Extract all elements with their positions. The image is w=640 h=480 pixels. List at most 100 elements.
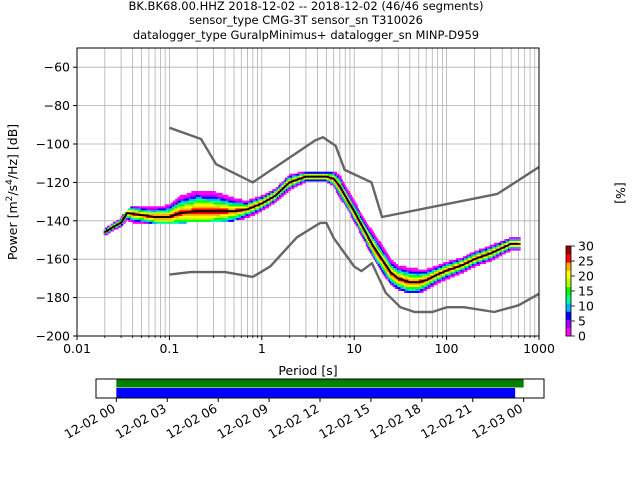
density-cell xyxy=(268,204,272,207)
mean-line xyxy=(104,175,519,284)
density-cell xyxy=(388,258,392,261)
density-cell xyxy=(252,214,256,217)
density-cell xyxy=(231,196,235,199)
colorbar-tick-label: 15 xyxy=(578,284,594,299)
colorbar-tick-label: 0 xyxy=(578,329,586,344)
density-cell xyxy=(492,258,496,261)
y-tick-label: −100 xyxy=(36,137,70,152)
colorbar-tick-label: 30 xyxy=(578,239,594,254)
density-cell xyxy=(363,219,366,222)
density-cell xyxy=(295,185,298,188)
density-cell xyxy=(395,263,399,266)
y-axis-label: Power [m2/s4/Hz] [dB] xyxy=(5,124,20,260)
density-cell xyxy=(435,283,438,286)
density-cell xyxy=(247,215,251,218)
density-cell xyxy=(336,173,340,176)
density-cell xyxy=(496,256,499,259)
density-cell xyxy=(256,212,259,215)
density-cell xyxy=(220,192,223,195)
density-cell xyxy=(283,192,287,195)
density-cell xyxy=(483,262,487,265)
density-cell xyxy=(286,191,289,193)
density-cell xyxy=(443,279,446,282)
density-cell xyxy=(123,221,126,224)
density-cell xyxy=(428,287,431,289)
density-cell xyxy=(421,290,424,293)
colorbar-tick-label: 10 xyxy=(578,299,594,314)
density-cell xyxy=(518,240,521,243)
density-cell xyxy=(124,219,127,222)
density-cell xyxy=(361,215,364,218)
density-cell xyxy=(503,252,506,255)
density-cell xyxy=(370,229,373,232)
density-cell xyxy=(380,244,384,247)
density-cell xyxy=(473,265,476,268)
colorbar-tick-label: 25 xyxy=(578,254,594,269)
density-cell xyxy=(379,242,383,245)
density-cell xyxy=(372,233,376,236)
density-cell xyxy=(108,231,111,234)
x-axis-label: Period [s] xyxy=(278,363,337,378)
title-line-2: sensor_type CMG-3T sensor_sn T310026 xyxy=(189,13,423,27)
density-cell xyxy=(291,187,295,190)
y-tick-label: −180 xyxy=(36,290,70,305)
density-cell xyxy=(499,254,503,257)
new-high-noise-model-line xyxy=(168,126,540,219)
density-cell xyxy=(378,240,381,243)
density-cell xyxy=(424,288,428,291)
density-cell xyxy=(431,285,435,288)
title-line-3: datalogger_type GuralpMinimus+ datalogge… xyxy=(133,28,479,42)
density-cell xyxy=(263,208,266,211)
x-tick-label: 0.01 xyxy=(63,341,91,356)
density-cell xyxy=(346,189,349,192)
new-low-noise-model-line xyxy=(169,221,540,314)
colorbar-swatch xyxy=(566,295,571,304)
x-tick-label: 100 xyxy=(435,341,459,356)
density-cell xyxy=(518,248,521,251)
density-cell xyxy=(383,248,386,251)
grid xyxy=(76,48,539,337)
density-cell xyxy=(468,267,471,270)
colorbar-swatch xyxy=(566,303,571,312)
density-cell xyxy=(366,225,370,228)
colorbar-swatch xyxy=(566,327,571,337)
density-cell xyxy=(489,260,492,263)
density-cell xyxy=(213,191,216,193)
colorbar-swatch xyxy=(566,319,571,329)
density-cell xyxy=(299,183,303,186)
colorbar-swatch xyxy=(566,246,571,255)
x-tick-label: 1 xyxy=(258,341,266,356)
colorbar-swatch xyxy=(566,286,571,296)
data-coverage-bar xyxy=(116,379,524,388)
density-cell xyxy=(365,223,369,226)
density-cell xyxy=(518,246,521,249)
density-cell xyxy=(239,198,243,201)
density-cell xyxy=(342,183,346,186)
x-tick-label: 1000 xyxy=(523,341,555,356)
density-cell xyxy=(415,267,418,270)
density-cell xyxy=(360,214,363,217)
density-cell xyxy=(362,217,365,220)
density-cell xyxy=(339,175,342,178)
density-cell xyxy=(339,177,342,180)
density-cell xyxy=(279,196,282,199)
density-cell xyxy=(518,239,521,241)
y-axis-ticks: −200 −180 −160 −140 −120 −100 −80 −60 xyxy=(36,60,77,344)
density-cell xyxy=(393,262,396,265)
density-cell xyxy=(457,273,460,276)
density-cell xyxy=(242,217,245,220)
density-cell xyxy=(373,235,377,238)
density-cell xyxy=(357,210,361,213)
density-cell xyxy=(381,246,385,249)
colorbar-swatch xyxy=(566,254,571,263)
y-tick-label: −120 xyxy=(36,175,70,190)
density-cell xyxy=(276,198,280,201)
colorbar-tick-label: 20 xyxy=(578,269,594,284)
density-cell xyxy=(288,189,291,192)
density-cell xyxy=(364,221,368,224)
density-cell xyxy=(447,277,451,280)
ppsd-plot: 0.01 0.1 1 10 100 1000 −200 −180 −160 −140 −120 −1… xyxy=(5,47,555,378)
density-cell xyxy=(369,227,372,230)
colorbar-swatch xyxy=(566,262,571,271)
